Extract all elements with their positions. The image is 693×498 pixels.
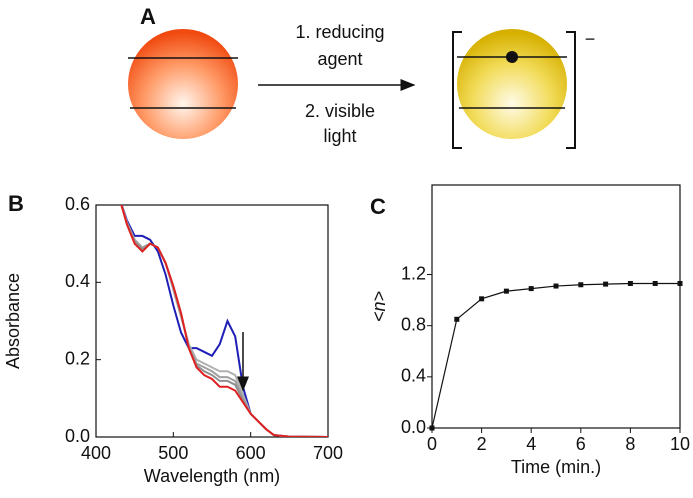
- y-tick-label: 0.2: [65, 348, 90, 368]
- x-tick-label: 4: [526, 434, 536, 454]
- y-tick-label: 0.6: [65, 194, 90, 214]
- data-point: [578, 282, 584, 288]
- plot-area: [429, 280, 683, 431]
- y-tick-label: 0.0: [401, 417, 426, 437]
- spectrum-line: [120, 205, 328, 437]
- step-text: 1. reducing: [295, 22, 384, 42]
- bracket: [452, 31, 462, 149]
- x-tick-label: 8: [625, 434, 635, 454]
- data-point: [652, 280, 658, 286]
- x-tick-label: 6: [576, 434, 586, 454]
- bracket: [566, 31, 576, 149]
- data-point: [627, 280, 633, 286]
- spectrum-line: [120, 205, 328, 437]
- data-point: [553, 283, 559, 289]
- y-tick-label: 0.0: [65, 426, 90, 446]
- orange-sphere: [128, 29, 238, 139]
- spectrum-line: [120, 205, 328, 437]
- data-point: [528, 286, 534, 292]
- data-point: [603, 281, 609, 287]
- step-text: 2. visible: [305, 101, 375, 121]
- plot-frame: [431, 184, 681, 429]
- fit-line: [431, 282, 680, 429]
- x-tick-label: 0: [427, 434, 437, 454]
- charge: −: [585, 29, 596, 49]
- x-tick-label: 10: [670, 434, 690, 454]
- data-point: [429, 425, 435, 431]
- y-tick-label: 0.8: [401, 314, 426, 334]
- x-tick-label: 600: [236, 443, 266, 463]
- x-tick-label: 2: [477, 434, 487, 454]
- x-axis-label: Wavelength (nm): [144, 466, 280, 486]
- x-axis-label: Time (min.): [511, 457, 601, 477]
- data-point: [677, 280, 683, 286]
- spectrum-line: [120, 205, 328, 437]
- step-text: light: [323, 126, 356, 146]
- panel-label: B: [8, 191, 24, 216]
- plot-frame: [95, 204, 329, 438]
- panel-label: A: [140, 4, 156, 29]
- y-axis-label: Absorbance: [3, 273, 23, 369]
- spectrum-line: [120, 205, 328, 437]
- y-axis-label: <n>: [369, 291, 389, 322]
- panel-label: C: [370, 194, 386, 219]
- plot-area: [120, 205, 328, 437]
- x-tick-label: 700: [313, 443, 343, 463]
- data-point: [503, 288, 509, 294]
- y-tick-label: 0.4: [401, 366, 426, 386]
- y-tick-label: 1.2: [401, 263, 426, 283]
- y-tick-label: 0.4: [65, 271, 90, 291]
- charts: B 400 500 600 700 0.0 0.2 0.4 0.6 Wavelength (nm)…: [3, 184, 690, 486]
- scheme: A 1. reducing agent 2. visible light −: [128, 4, 596, 149]
- data-point: [479, 296, 485, 302]
- x-tick-label: 400: [81, 443, 111, 463]
- x-tick-label: 500: [158, 443, 188, 463]
- yellow-sphere: [457, 29, 567, 139]
- step-text: agent: [317, 49, 362, 69]
- electron: [506, 51, 518, 63]
- data-point: [454, 316, 460, 322]
